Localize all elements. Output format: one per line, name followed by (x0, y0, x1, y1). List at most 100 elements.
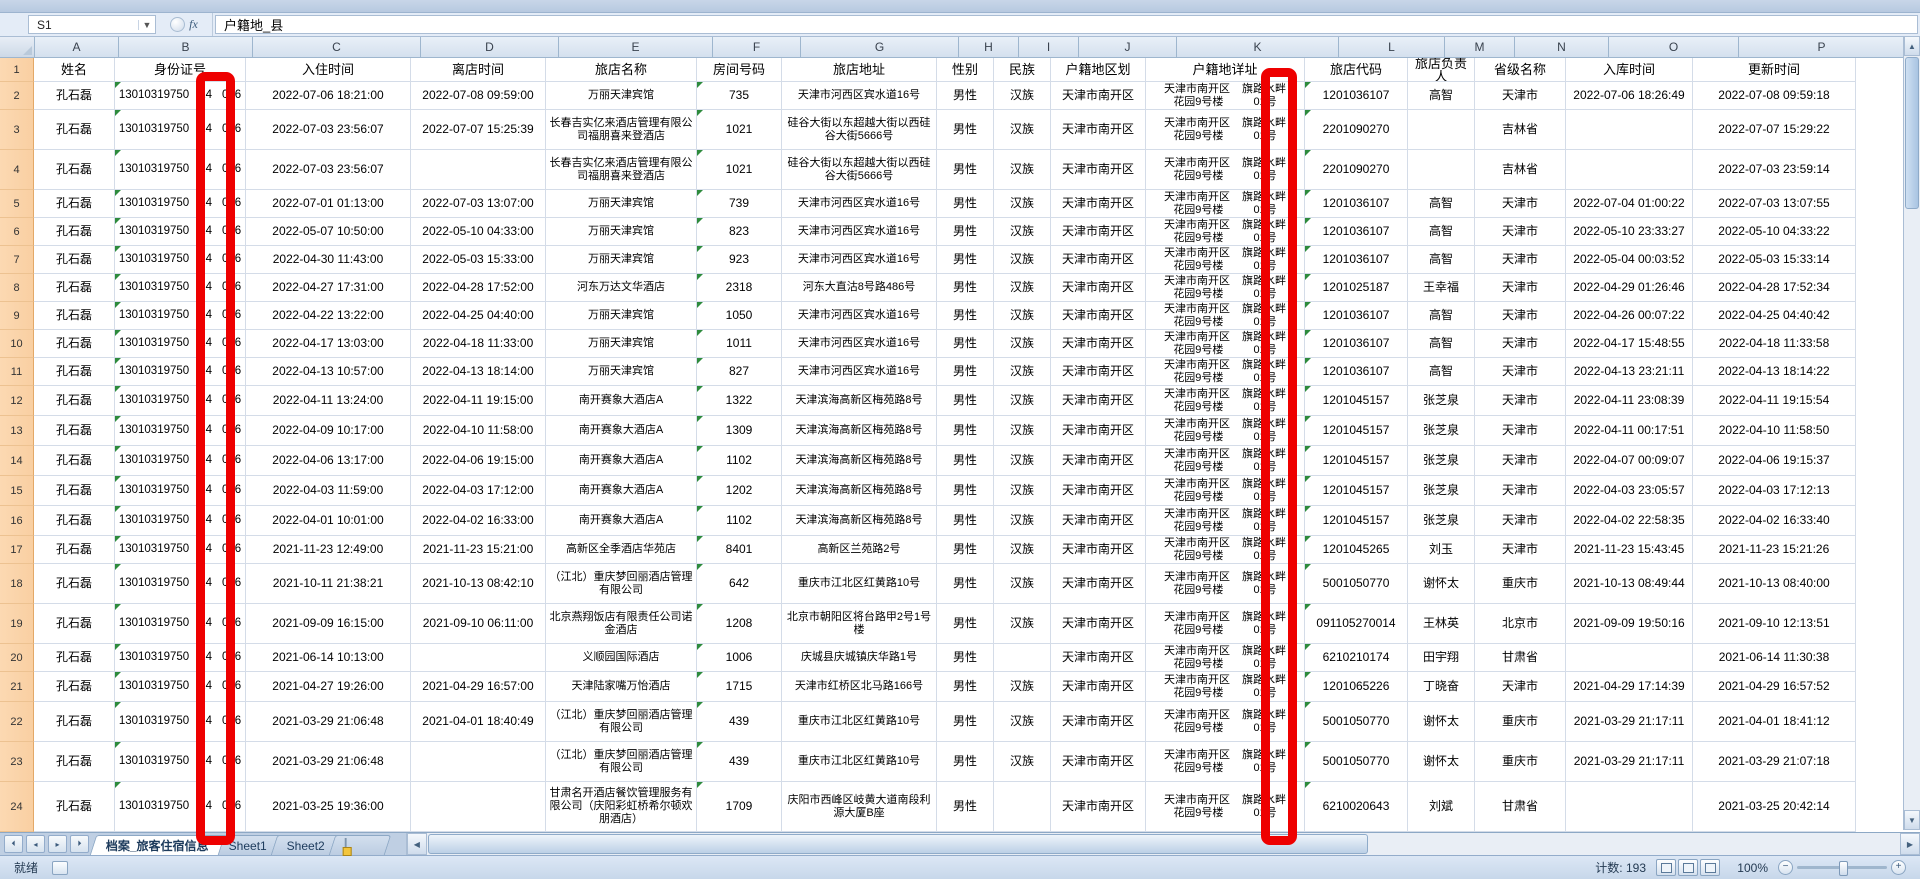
header-cell-M[interactable]: 旅店负责人 (1408, 58, 1475, 82)
row-header-9[interactable]: 9 (0, 302, 34, 330)
cell-D17[interactable]: 2021-11-23 15:21:00 (411, 536, 546, 564)
cell-J22[interactable]: 天津市南开区 (1051, 702, 1146, 742)
cell-K5[interactable]: 天津市南开区 旗路水畔 花园9号楼 01号 (1146, 190, 1305, 218)
header-cell-B[interactable]: 身份证号 (115, 58, 246, 82)
cell-B15[interactable]: 13010319750 14 016 (115, 476, 246, 506)
cell-M22[interactable]: 谢怀太 (1408, 702, 1475, 742)
cell-F9[interactable]: 1050 (697, 302, 782, 330)
cell-B22[interactable]: 13010319750 14 016 (115, 702, 246, 742)
cell-I9[interactable]: 汉族 (994, 302, 1051, 330)
cell-E6[interactable]: 万丽天津宾馆 (546, 218, 697, 246)
cell-G7[interactable]: 天津市河西区宾水道16号 (782, 246, 937, 274)
zoom-in-icon[interactable]: + (1891, 860, 1906, 875)
col-header-C[interactable]: C (253, 37, 421, 57)
cell-D5[interactable]: 2022-07-03 13:07:00 (411, 190, 546, 218)
cell-N10[interactable]: 天津市 (1475, 330, 1566, 358)
row-header-15[interactable]: 15 (0, 476, 34, 506)
name-box[interactable]: S1 ▼ (28, 15, 156, 34)
cell-P11[interactable]: 2022-04-13 18:14:22 (1693, 358, 1856, 386)
cell-J9[interactable]: 天津市南开区 (1051, 302, 1146, 330)
cell-J19[interactable]: 天津市南开区 (1051, 604, 1146, 644)
cell-F5[interactable]: 739 (697, 190, 782, 218)
cell-J14[interactable]: 天津市南开区 (1051, 446, 1146, 476)
cell-C20[interactable]: 2021-06-14 10:13:00 (246, 644, 411, 672)
cell-N24[interactable]: 甘肃省 (1475, 782, 1566, 832)
cell-L17[interactable]: 1201045265 (1305, 536, 1408, 564)
cell-O15[interactable]: 2022-04-03 23:05:57 (1566, 476, 1693, 506)
cell-N9[interactable]: 天津市 (1475, 302, 1566, 330)
cell-N14[interactable]: 天津市 (1475, 446, 1566, 476)
header-cell-C[interactable]: 入住时间 (246, 58, 411, 82)
cell-D12[interactable]: 2022-04-11 19:15:00 (411, 386, 546, 416)
cell-P3[interactable]: 2022-07-07 15:29:22 (1693, 110, 1856, 150)
cell-P6[interactable]: 2022-05-10 04:33:22 (1693, 218, 1856, 246)
cell-D6[interactable]: 2022-05-10 04:33:00 (411, 218, 546, 246)
cell-A23[interactable]: 孔石磊 (34, 742, 115, 782)
scroll-down-icon[interactable]: ▼ (1904, 810, 1920, 830)
cell-B19[interactable]: 13010319750 14 016 (115, 604, 246, 644)
first-sheet-icon[interactable]: ⏴ (4, 835, 23, 853)
cell-C8[interactable]: 2022-04-27 17:31:00 (246, 274, 411, 302)
row-header-21[interactable]: 21 (0, 672, 34, 702)
cell-N20[interactable]: 甘肃省 (1475, 644, 1566, 672)
cell-C9[interactable]: 2022-04-22 13:22:00 (246, 302, 411, 330)
cell-N5[interactable]: 天津市 (1475, 190, 1566, 218)
cell-O9[interactable]: 2022-04-26 00:07:22 (1566, 302, 1693, 330)
cell-E12[interactable]: 南开赛象大酒店A (546, 386, 697, 416)
next-sheet-icon[interactable]: ▸ (48, 835, 67, 853)
cell-B12[interactable]: 13010319750 14 016 (115, 386, 246, 416)
cell-C11[interactable]: 2022-04-13 10:57:00 (246, 358, 411, 386)
cell-G18[interactable]: 重庆市江北区红黄路10号 (782, 564, 937, 604)
cell-O5[interactable]: 2022-07-04 01:00:22 (1566, 190, 1693, 218)
row-header-23[interactable]: 23 (0, 742, 34, 782)
cell-M16[interactable]: 张芝泉 (1408, 506, 1475, 536)
cell-K4[interactable]: 天津市南开区 旗路水畔 花园9号楼 01号 (1146, 150, 1305, 190)
col-header-D[interactable]: D (421, 37, 559, 57)
cell-H20[interactable]: 男性 (937, 644, 994, 672)
cell-H3[interactable]: 男性 (937, 110, 994, 150)
cell-P23[interactable]: 2021-03-29 21:07:18 (1693, 742, 1856, 782)
cell-E5[interactable]: 万丽天津宾馆 (546, 190, 697, 218)
cell-M7[interactable]: 高智 (1408, 246, 1475, 274)
cell-D11[interactable]: 2022-04-13 18:14:00 (411, 358, 546, 386)
cell-P5[interactable]: 2022-07-03 13:07:55 (1693, 190, 1856, 218)
cell-M11[interactable]: 高智 (1408, 358, 1475, 386)
cell-O12[interactable]: 2022-04-11 23:08:39 (1566, 386, 1693, 416)
vertical-scrollbar[interactable]: ▲ ▼ (1903, 36, 1920, 830)
cell-A9[interactable]: 孔石磊 (34, 302, 115, 330)
cell-L15[interactable]: 1201045157 (1305, 476, 1408, 506)
cell-E8[interactable]: 河东万达文华酒店 (546, 274, 697, 302)
cell-C2[interactable]: 2022-07-06 18:21:00 (246, 82, 411, 110)
cell-M15[interactable]: 张芝泉 (1408, 476, 1475, 506)
cell-L14[interactable]: 1201045157 (1305, 446, 1408, 476)
cell-C15[interactable]: 2022-04-03 11:59:00 (246, 476, 411, 506)
cell-M19[interactable]: 王林英 (1408, 604, 1475, 644)
cell-I2[interactable]: 汉族 (994, 82, 1051, 110)
cell-G2[interactable]: 天津市河西区宾水道16号 (782, 82, 937, 110)
cell-P18[interactable]: 2021-10-13 08:40:00 (1693, 564, 1856, 604)
cell-M3[interactable] (1408, 110, 1475, 150)
header-cell-I[interactable]: 民族 (994, 58, 1051, 82)
cell-K16[interactable]: 天津市南开区 旗路水畔 花园9号楼 01号 (1146, 506, 1305, 536)
select-all-corner[interactable] (0, 37, 35, 57)
cell-O22[interactable]: 2021-03-29 21:17:11 (1566, 702, 1693, 742)
cell-I8[interactable]: 汉族 (994, 274, 1051, 302)
cell-L18[interactable]: 5001050770 (1305, 564, 1408, 604)
cell-I4[interactable]: 汉族 (994, 150, 1051, 190)
cell-M2[interactable]: 高智 (1408, 82, 1475, 110)
cell-L22[interactable]: 5001050770 (1305, 702, 1408, 742)
cell-I3[interactable]: 汉族 (994, 110, 1051, 150)
cell-C22[interactable]: 2021-03-29 21:06:48 (246, 702, 411, 742)
cell-N7[interactable]: 天津市 (1475, 246, 1566, 274)
cell-E4[interactable]: 长春吉实亿来酒店管理有限公司福朋喜来登酒店 (546, 150, 697, 190)
page-layout-view-icon[interactable] (1678, 859, 1698, 876)
cell-J12[interactable]: 天津市南开区 (1051, 386, 1146, 416)
cell-G13[interactable]: 天津滨海高新区梅苑路8号 (782, 416, 937, 446)
header-cell-A[interactable]: 姓名 (34, 58, 115, 82)
cell-K21[interactable]: 天津市南开区 旗路水畔 花园9号楼 01号 (1146, 672, 1305, 702)
cell-N15[interactable]: 天津市 (1475, 476, 1566, 506)
cell-C18[interactable]: 2021-10-11 21:38:21 (246, 564, 411, 604)
row-header-8[interactable]: 8 (0, 274, 34, 302)
cell-F14[interactable]: 1102 (697, 446, 782, 476)
cell-F4[interactable]: 1021 (697, 150, 782, 190)
